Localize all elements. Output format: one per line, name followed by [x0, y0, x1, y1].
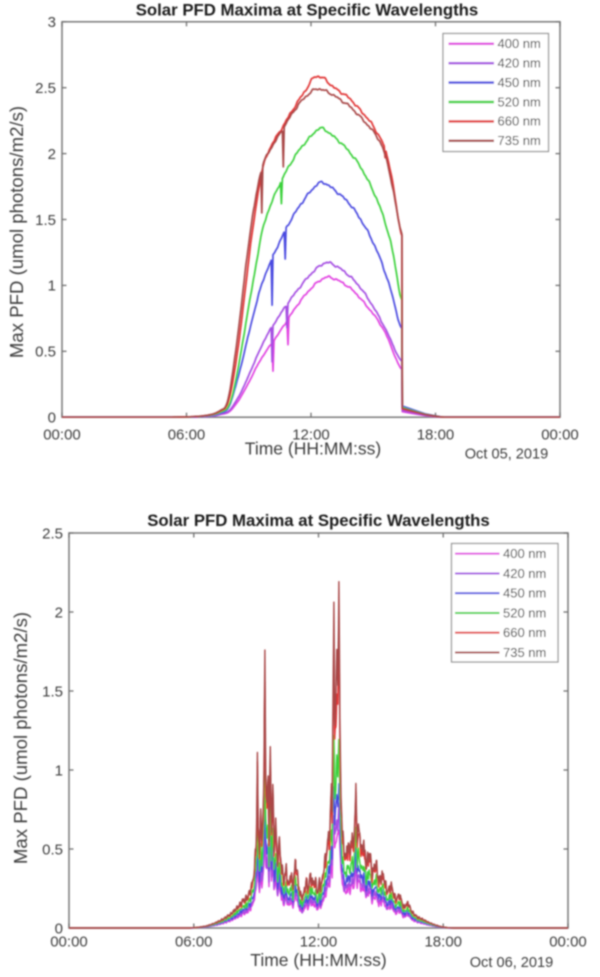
svg-text:2.5: 2.5: [35, 80, 56, 97]
svg-text:420 nm: 420 nm: [498, 56, 541, 71]
svg-text:660 nm: 660 nm: [498, 114, 541, 129]
svg-text:2: 2: [48, 146, 56, 163]
svg-text:00:00: 00:00: [50, 934, 88, 951]
svg-text:Oct 06, 2019: Oct 06, 2019: [470, 955, 554, 971]
svg-text:400 nm: 400 nm: [503, 546, 546, 561]
svg-text:420 nm: 420 nm: [503, 566, 546, 581]
svg-text:Time (HH:MM:ss): Time (HH:MM:ss): [245, 439, 381, 459]
svg-text:1: 1: [48, 278, 56, 295]
svg-text:Max PFD (umol photons/m2/s): Max PFD (umol photons/m2/s): [6, 106, 27, 358]
svg-text:520 nm: 520 nm: [498, 94, 541, 109]
svg-text:Solar PFD Maxima at Specific W: Solar PFD Maxima at Specific Wavelengths: [147, 511, 490, 530]
svg-text:12:00: 12:00: [300, 934, 338, 951]
svg-text:2.5: 2.5: [42, 525, 63, 542]
svg-text:3: 3: [48, 14, 56, 31]
svg-text:0: 0: [55, 920, 63, 937]
svg-text:0: 0: [48, 410, 56, 427]
svg-text:520 nm: 520 nm: [503, 605, 546, 620]
svg-text:00:00: 00:00: [43, 427, 81, 444]
svg-text:1: 1: [55, 762, 63, 779]
svg-text:0.5: 0.5: [42, 841, 63, 858]
svg-text:12:00: 12:00: [292, 427, 330, 444]
svg-text:18:00: 18:00: [424, 934, 462, 951]
svg-text:18:00: 18:00: [417, 427, 455, 444]
svg-text:Solar PFD Maxima at Specific W: Solar PFD Maxima at Specific Wavelengths: [136, 0, 479, 19]
svg-text:450 nm: 450 nm: [498, 75, 541, 90]
svg-text:Oct 05, 2019: Oct 05, 2019: [465, 447, 549, 463]
svg-text:00:00: 00:00: [541, 427, 579, 444]
svg-text:2: 2: [55, 604, 63, 621]
svg-text:Max PFD (umol photons/m2/s): Max PFD (umol photons/m2/s): [10, 612, 31, 864]
svg-text:06:00: 06:00: [168, 427, 206, 444]
svg-text:450 nm: 450 nm: [503, 586, 546, 601]
svg-text:0.5: 0.5: [35, 344, 56, 361]
svg-text:400 nm: 400 nm: [498, 36, 541, 51]
svg-text:06:00: 06:00: [175, 934, 213, 951]
svg-text:1.5: 1.5: [42, 683, 63, 700]
svg-text:735 nm: 735 nm: [498, 133, 541, 148]
svg-text:Time (HH:MM:ss): Time (HH:MM:ss): [250, 950, 386, 970]
svg-text:00:00: 00:00: [549, 934, 587, 951]
svg-text:660 nm: 660 nm: [503, 625, 546, 640]
svg-text:1.5: 1.5: [35, 212, 56, 229]
svg-text:735 nm: 735 nm: [503, 645, 546, 660]
